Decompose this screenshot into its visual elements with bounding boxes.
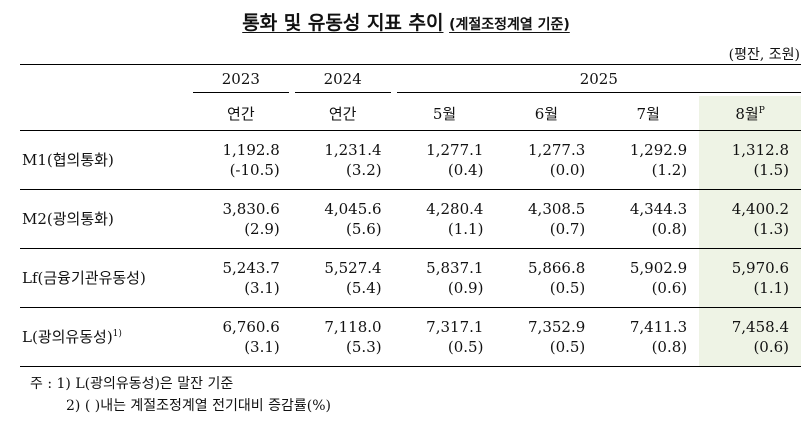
value-cell: 7,118.0 xyxy=(324,318,382,336)
header-year-2024: 2024 xyxy=(291,64,394,96)
row-label: Lf(금융기관유동성) xyxy=(20,248,190,308)
liquidity-table: 2023 2024 2025 연간 연간 5월 6월 7월 8월P M1(협의통… xyxy=(20,64,801,367)
change-cell: (0.9) xyxy=(393,278,496,308)
footnote-ref: 1) xyxy=(112,329,122,339)
value-cell: 5,837.1 xyxy=(426,259,484,277)
change-cell: (3.1) xyxy=(189,337,292,367)
header-period-highlighted: 8월P xyxy=(699,96,801,131)
change-cell: (0.7) xyxy=(495,219,598,249)
preliminary-mark: P xyxy=(758,105,765,116)
header-period: 6월 xyxy=(495,96,598,131)
change-cell: (0.8) xyxy=(597,219,700,249)
row-label: M2(광의통화) xyxy=(20,189,190,249)
change-cell: (0.5) xyxy=(393,337,496,367)
value-cell: 4,344.3 xyxy=(629,200,688,218)
value-cell: 4,308.5 xyxy=(528,200,586,218)
change-cell: (0.8) xyxy=(597,337,700,367)
change-cell: (1.5) xyxy=(699,160,801,190)
change-cell: (0.5) xyxy=(495,278,598,308)
value-cell: 1,231.4 xyxy=(324,141,382,159)
value-cell: 5,527.4 xyxy=(324,259,382,277)
value-cell: 7,411.3 xyxy=(629,318,688,336)
change-cell: (0.0) xyxy=(495,160,598,190)
value-cell: 5,866.8 xyxy=(528,259,586,277)
header-year-2023: 2023 xyxy=(189,64,292,96)
footnote-1: 주 : 1) L(광의유동성)은 말잔 기준 xyxy=(30,376,234,392)
table-row-changes: (3.1) (5.4) (0.9) (0.5) (0.6) (1.1) xyxy=(20,278,801,308)
value-cell: 1,277.3 xyxy=(528,141,586,159)
value-cell: 6,760.6 xyxy=(222,318,280,336)
value-cell: 1,312.8 xyxy=(699,130,801,160)
row-label: L(광의유동성)1) xyxy=(20,307,190,367)
title-main: 통화 및 유동성 지표 추이 xyxy=(242,12,444,34)
table-row-changes: (3.1) (5.3) (0.5) (0.5) (0.8) (0.6) xyxy=(20,337,801,367)
value-cell: 4,045.6 xyxy=(324,200,382,218)
change-cell: (0.6) xyxy=(597,278,700,308)
value-cell: 5,902.9 xyxy=(629,259,688,277)
header-row-years: 2023 2024 2025 xyxy=(20,64,801,96)
change-cell: (0.5) xyxy=(495,337,598,367)
change-cell: (1.1) xyxy=(393,219,496,249)
header-blank xyxy=(20,64,190,96)
header-period: 연간 xyxy=(291,96,394,131)
table-row-values: M1(협의통화) 1,192.8 1,231.4 1,277.1 1,277.3 1,29… xyxy=(20,130,801,190)
table-row-values: M2(광의통화) 3,830.6 4,045.6 4,280.4 4,308.5 4,34… xyxy=(20,189,801,249)
change-cell: (5.3) xyxy=(291,337,394,367)
change-cell: (5.6) xyxy=(291,219,394,249)
table-row-values: L(광의유동성)1) 6,760.6 7,118.0 7,317.1 7,352.9 7,… xyxy=(20,307,801,367)
value-cell: 1,292.9 xyxy=(629,141,688,159)
footnotes: 주 : 1) L(광의유동성)은 말잔 기준 2) ( )내는 계절조정계열 전… xyxy=(30,373,331,417)
table-title: 통화 및 유동성 지표 추이 (계절조정계열 기준) xyxy=(0,8,812,35)
value-cell: 3,830.6 xyxy=(222,200,280,218)
table-row-changes: (-10.5) (3.2) (0.4) (0.0) (1.2) (1.5) xyxy=(20,160,801,190)
change-cell: (0.6) xyxy=(699,337,801,367)
value-cell: 7,458.4 xyxy=(699,307,801,337)
footnote-2: 2) ( )내는 계절조정계열 전기대비 증감률(%) xyxy=(66,398,331,414)
change-cell: (-10.5) xyxy=(189,160,292,190)
value-cell: 1,192.8 xyxy=(222,141,280,159)
table-row-changes: (2.9) (5.6) (1.1) (0.7) (0.8) (1.3) xyxy=(20,219,801,249)
change-cell: (3.1) xyxy=(189,278,292,308)
change-cell: (0.4) xyxy=(393,160,496,190)
change-cell: (2.9) xyxy=(189,219,292,249)
header-period: 7월 xyxy=(597,96,700,131)
change-cell: (1.1) xyxy=(699,278,801,308)
change-cell: (1.3) xyxy=(699,219,801,249)
value-cell: 7,352.9 xyxy=(528,318,586,336)
value-cell: 5,970.6 xyxy=(699,248,801,278)
header-period: 연간 xyxy=(189,96,292,131)
value-cell: 4,280.4 xyxy=(426,200,484,218)
change-cell: (3.2) xyxy=(291,160,394,190)
header-row-periods: 연간 연간 5월 6월 7월 8월P xyxy=(20,96,801,131)
value-cell: 1,277.1 xyxy=(426,141,484,159)
change-cell: (1.2) xyxy=(597,160,700,190)
title-sub: (계절조정계열 기준) xyxy=(449,17,570,33)
table-row-values: Lf(금융기관유동성) 5,243.7 5,527.4 5,837.1 5,866.8 5… xyxy=(20,248,801,308)
value-cell: 5,243.7 xyxy=(222,259,280,277)
change-cell: (5.4) xyxy=(291,278,394,308)
unit-label: (평잔, 조원) xyxy=(728,47,800,63)
row-label: M1(협의통화) xyxy=(20,130,190,190)
header-period: 5월 xyxy=(393,96,496,131)
header-year-2025: 2025 xyxy=(393,64,801,96)
value-cell: 7,317.1 xyxy=(426,318,484,336)
value-cell: 4,400.2 xyxy=(699,189,801,219)
